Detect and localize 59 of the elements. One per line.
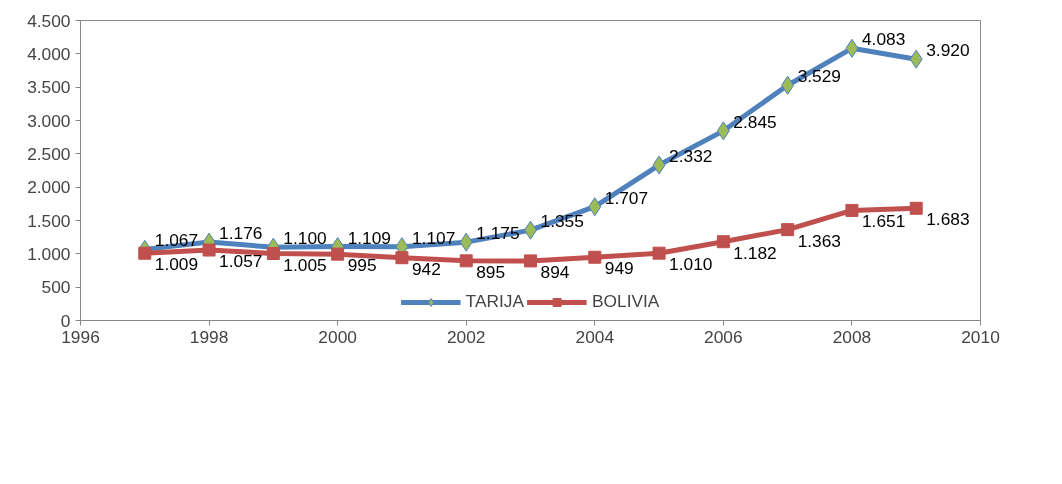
legend-label: TARIJA xyxy=(465,291,524,312)
data-label: 1.010 xyxy=(669,254,713,275)
y-tick-label: 3.000 xyxy=(27,110,71,131)
data-label: 1.182 xyxy=(733,242,777,263)
data-label: 1.651 xyxy=(861,211,906,232)
data-label: 894 xyxy=(540,261,570,282)
point xyxy=(909,49,923,69)
data-label: 3.920 xyxy=(926,40,970,61)
data-label: 1.683 xyxy=(926,209,970,230)
data-label: 2.845 xyxy=(733,111,777,132)
x-tick-label: 2004 xyxy=(575,326,615,347)
point xyxy=(395,251,409,265)
y-tick-label: 3.500 xyxy=(27,77,71,98)
point xyxy=(202,243,216,257)
data-label: 1.100 xyxy=(283,228,327,249)
data-label: 1.176 xyxy=(219,223,263,244)
x-tick-label: 2008 xyxy=(832,326,872,347)
point xyxy=(716,121,730,141)
point xyxy=(266,247,280,260)
point xyxy=(781,75,795,95)
x-tick-label: 2002 xyxy=(446,326,486,347)
y-tick-label: 2.500 xyxy=(27,143,71,164)
y-tick-label: 1.000 xyxy=(27,243,71,264)
point xyxy=(588,197,602,217)
data-label: 1.057 xyxy=(219,251,263,272)
y-tick-label: 500 xyxy=(41,277,71,298)
y-tick-label: 2.000 xyxy=(27,177,71,198)
legend-label: BOLIVIA xyxy=(591,291,660,312)
point xyxy=(909,201,923,215)
point xyxy=(588,250,602,264)
point xyxy=(652,246,666,260)
point xyxy=(138,246,152,260)
point xyxy=(459,254,473,268)
data-label: 1.363 xyxy=(797,230,842,251)
y-tick-label: 4.000 xyxy=(27,43,71,64)
point xyxy=(716,235,730,249)
data-label: 1.009 xyxy=(154,254,199,275)
data-label: 4.083 xyxy=(861,29,906,50)
data-label: 1.109 xyxy=(347,227,392,248)
point xyxy=(652,155,666,175)
point xyxy=(331,247,345,261)
data-label: 895 xyxy=(476,261,506,282)
data-label: 1.107 xyxy=(411,227,456,248)
x-tick-label: 1998 xyxy=(189,326,229,347)
point xyxy=(524,254,537,268)
data-label: 1.005 xyxy=(283,254,327,275)
point xyxy=(845,38,859,58)
point xyxy=(845,203,859,217)
y-tick-label: 4.500 xyxy=(27,10,71,31)
x-tick-label: 2000 xyxy=(318,326,357,347)
data-label: 995 xyxy=(347,255,377,276)
data-label: 942 xyxy=(411,258,441,279)
x-tick-label: 2006 xyxy=(704,326,743,347)
y-tick-label: 1.500 xyxy=(27,210,71,231)
data-label: 1.707 xyxy=(604,187,649,208)
point xyxy=(781,223,795,237)
point xyxy=(459,232,473,252)
data-label: 949 xyxy=(604,258,634,279)
x-tick-label: 2010 xyxy=(961,326,1000,347)
